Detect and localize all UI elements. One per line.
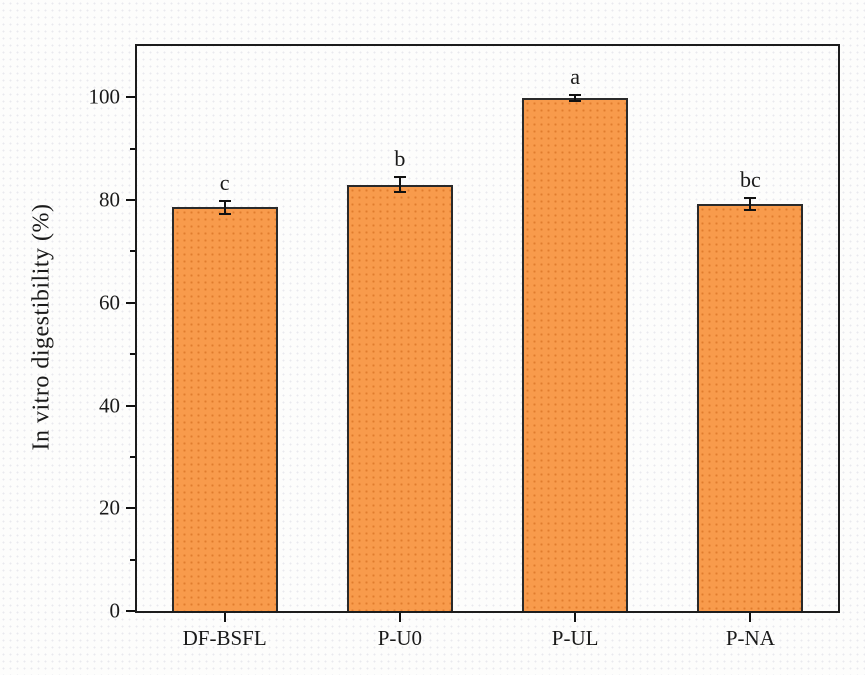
x-tick: [223, 613, 226, 622]
bar-P-UL: [522, 98, 629, 611]
y-minor-tick: [130, 353, 135, 356]
bar-P-NA: [697, 203, 804, 611]
sig-letter-DF-BSFL: c: [219, 169, 230, 195]
y-major-tick: [126, 96, 135, 99]
error-bar-P-U0: [398, 176, 401, 193]
sig-letter-P-UL: a: [570, 64, 581, 90]
y-major-tick: [126, 610, 135, 612]
error-bar-cap: [218, 199, 231, 202]
plot-area: c b a bc: [135, 44, 840, 613]
y-minor-tick: [130, 147, 135, 150]
error-bar-cap: [744, 208, 757, 211]
y-major-tick: [126, 199, 135, 202]
y-major-tick: [126, 301, 135, 304]
y-minor-tick: [130, 455, 135, 458]
x-tick: [749, 613, 752, 622]
x-category-label: P-U0: [377, 626, 423, 650]
x-tick: [574, 613, 577, 622]
x-category-label: P-UL: [551, 626, 599, 650]
error-bar-cap: [218, 212, 231, 215]
error-bar-P-UL: [574, 95, 577, 102]
error-bar-cap: [744, 196, 757, 199]
y-tick-label: 80: [99, 187, 120, 212]
error-bar-P-NA: [749, 197, 752, 210]
error-bar-cap: [569, 100, 582, 103]
x-category-label: DF-BSFL: [182, 626, 267, 650]
bar-DF-BSFL: [171, 207, 278, 611]
y-tick-label: 0: [109, 598, 121, 623]
y-major-tick: [126, 404, 135, 407]
y-tick-label: 60: [99, 290, 120, 315]
error-bar-DF-BSFL: [223, 200, 226, 214]
y-tick-label: 100: [88, 84, 121, 109]
error-bar-cap: [393, 191, 406, 194]
x-tick: [398, 613, 401, 622]
y-axis-title: In vitro digestibility (%): [28, 203, 55, 451]
x-category-label: P-NA: [725, 626, 775, 650]
y-major-tick: [126, 507, 135, 510]
bar-P-U0: [346, 184, 453, 611]
error-bar-cap: [569, 94, 582, 97]
y-minor-tick: [130, 558, 135, 561]
sig-letter-P-NA: bc: [739, 166, 761, 192]
y-minor-tick: [130, 250, 135, 253]
y-tick-label: 40: [99, 393, 120, 418]
y-tick-label: 20: [99, 495, 120, 520]
sig-letter-P-U0: b: [394, 145, 406, 171]
error-bar-cap: [393, 175, 406, 178]
